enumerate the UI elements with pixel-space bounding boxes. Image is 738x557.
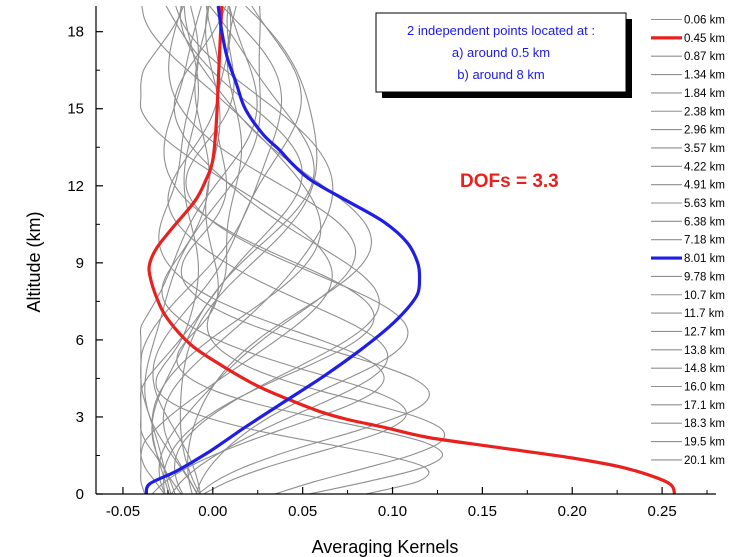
legend-label: 5.63 km (684, 198, 725, 210)
legend-label: 19.5 km (684, 437, 725, 449)
x-tick-label: 0.00 (198, 503, 227, 520)
x-tick-label: -0.05 (106, 503, 140, 520)
legend-label: 4.91 km (684, 180, 725, 192)
kernel-line (139, 5, 333, 495)
legend-label: 0.45 km (684, 33, 725, 45)
series-line-8-01-km (144, 5, 422, 495)
legend-label: 7.18 km (684, 235, 725, 247)
tick-labels: 0 3 6 9 12 15 18 -0.05 0.00 0.05 0.10 0.15 0.20 0.25 (67, 24, 676, 520)
legend-label: 1.34 km (684, 70, 725, 82)
legend: 0.06 km 0.45 km 0.87 km 1.34 km 1.84 km 2.38 … (651, 15, 725, 467)
legend-label: 0.87 km (684, 51, 725, 63)
x-tick-label: 0.25 (647, 503, 676, 520)
y-tick-label: 12 (67, 178, 84, 195)
kernel-line (155, 5, 430, 495)
legend-label: 9.78 km (684, 271, 725, 283)
annotation-box-frame (375, 12, 627, 93)
legend-label: 1.84 km (684, 88, 725, 100)
kernel-line (151, 5, 315, 495)
legend-label: 20.1 km (684, 455, 725, 467)
y-tick-label: 9 (76, 255, 84, 272)
kernel-line (162, 5, 334, 495)
x-axis-title: Averaging Kernels (312, 537, 459, 557)
legend-label: 17.1 km (684, 400, 725, 412)
x-tick-label: 0.20 (558, 503, 587, 520)
annotation-line-1: 2 independent points located at : (407, 23, 595, 38)
legend-label: 12.7 km (684, 326, 725, 338)
y-tick-label: 3 (76, 409, 84, 426)
kernel-line (173, 5, 380, 495)
kernel-line (152, 5, 302, 495)
kernel-line (162, 5, 375, 495)
annotation-line-2: a) around 0.5 km (452, 45, 550, 60)
kernel-line (158, 5, 357, 495)
y-tick-label: 15 (67, 101, 84, 118)
legend-label: 2.96 km (684, 125, 725, 137)
y-tick-label: 6 (76, 332, 84, 349)
kernel-line (144, 5, 261, 495)
legend-label: 16.0 km (684, 382, 725, 394)
legend-label: 13.8 km (684, 345, 725, 357)
legend-label: 10.7 km (684, 290, 725, 302)
legend-label: 0.06 km (684, 15, 725, 27)
highlighted-kernel-curves (144, 5, 677, 495)
dofs-label: DOFs = 3.3 (460, 171, 559, 192)
kernel-line (185, 5, 409, 495)
kernel-line (139, 5, 258, 495)
y-tick-label: 0 (76, 486, 84, 503)
legend-label: 6.38 km (684, 216, 725, 228)
kernel-line (179, 5, 318, 495)
y-tick-label: 18 (67, 24, 84, 41)
x-tick-label: 0.10 (378, 503, 407, 520)
kernel-line (206, 5, 446, 495)
legend-label: 4.22 km (684, 161, 725, 173)
legend-label: 2.38 km (684, 106, 725, 118)
annotation-line-3: b) around 8 km (457, 67, 544, 82)
axes (95, 6, 716, 495)
y-axis-title: Altitude (km) (24, 211, 44, 312)
x-tick-label: 0.15 (468, 503, 497, 520)
legend-label: 11.7 km (684, 308, 724, 320)
legend-label: 8.01 km (684, 253, 725, 265)
legend-label: 18.3 km (684, 418, 725, 430)
x-tick-label: 0.05 (288, 503, 317, 520)
legend-label: 14.8 km (684, 363, 725, 375)
kernel-line (179, 5, 372, 495)
kernel-line (141, 5, 322, 495)
legend-label: 3.57 km (684, 143, 725, 155)
annotation-box: 2 independent points located at : a) aro… (375, 12, 632, 98)
series-line-0-45-km (147, 5, 677, 495)
